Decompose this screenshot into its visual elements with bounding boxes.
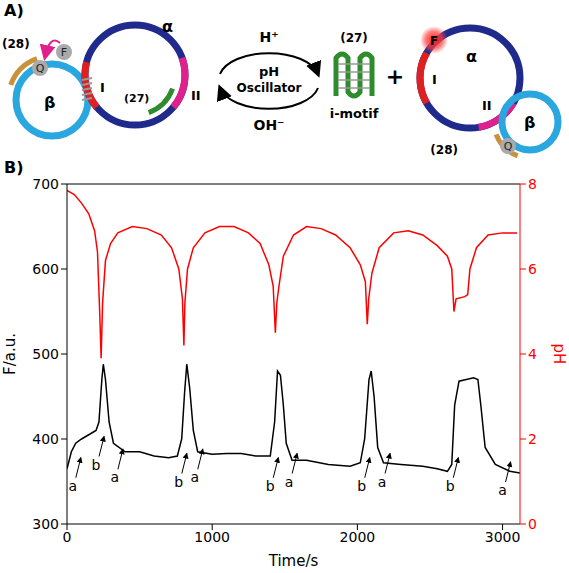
svg-text:Q: Q [36,62,45,75]
svg-text:300: 300 [32,516,59,532]
svg-text:α: α [162,17,173,36]
svg-text:(28): (28) [2,37,30,51]
svg-text:0: 0 [63,529,72,545]
svg-text:β: β [44,93,55,112]
svg-text:pH: pH [550,344,568,365]
svg-text:a: a [285,474,294,490]
svg-text:3000: 3000 [485,529,521,545]
svg-text:F/a.u.: F/a.u. [1,333,19,375]
svg-text:I: I [432,72,437,87]
svg-text:(27): (27) [124,92,149,105]
svg-text:A): A) [4,1,24,20]
svg-text:H⁺: H⁺ [259,29,278,45]
svg-text:i-motif: i-motif [330,106,379,121]
svg-text:8: 8 [528,176,537,192]
svg-text:F: F [430,34,438,48]
svg-text:400: 400 [32,431,59,447]
svg-text:500: 500 [32,346,59,362]
svg-text:1000: 1000 [194,529,230,545]
svg-text:α: α [466,47,477,66]
svg-text:0: 0 [528,516,537,532]
svg-text:(28): (28) [430,143,458,157]
svg-text:(27): (27) [340,31,368,45]
svg-text:a: a [69,478,78,494]
svg-text:b: b [174,474,183,490]
svg-text:+: + [386,64,404,89]
svg-text:a: a [378,474,387,490]
svg-text:F: F [61,46,67,59]
svg-text:a: a [498,482,507,498]
svg-text:4: 4 [528,346,537,362]
svg-text:Oscillator: Oscillator [237,81,302,95]
svg-text:2: 2 [528,431,537,447]
svg-text:2000: 2000 [340,529,376,545]
svg-text:Time/s: Time/s [268,552,319,570]
svg-text:a: a [190,469,199,485]
svg-text:b: b [357,478,366,494]
svg-text:Q: Q [504,140,513,153]
svg-text:β: β [524,113,535,132]
svg-text:I: I [100,80,105,95]
svg-text:b: b [92,457,101,473]
svg-text:6: 6 [528,261,537,277]
svg-text:b: b [266,478,275,494]
svg-text:a: a [111,469,120,485]
svg-text:II: II [191,88,201,103]
html-text:B): B) [4,158,24,177]
svg-text:II: II [482,98,492,113]
svg-text:OH⁻: OH⁻ [253,117,284,133]
svg-text:pH: pH [259,64,279,79]
svg-text:b: b [446,478,455,494]
svg-text:600: 600 [32,261,59,277]
svg-text:700: 700 [32,176,59,192]
